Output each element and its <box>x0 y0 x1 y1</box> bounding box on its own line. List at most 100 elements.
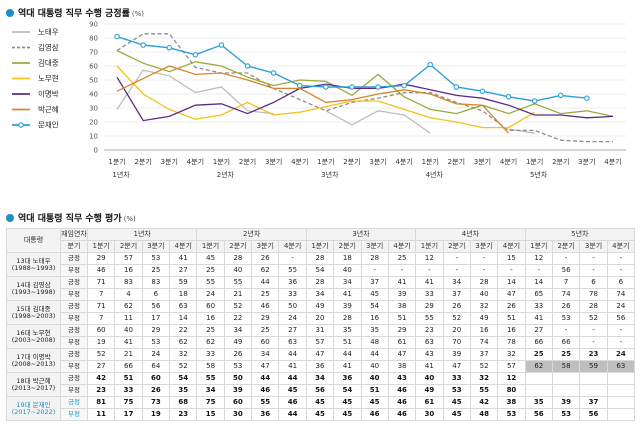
value-cell: 33 <box>442 372 471 385</box>
value-cell: 45 <box>196 252 225 265</box>
value-cell: 24 <box>278 312 307 325</box>
value-cell: 46 <box>387 384 417 397</box>
head-quarter-cell: 4분기 <box>606 240 636 253</box>
value-cell: 62 <box>196 336 225 349</box>
value-cell: 37 <box>360 276 389 289</box>
table-row: 부정 46 16 25 27 25 40 62 55 54 40- - - - - - -56- - <box>7 264 636 277</box>
value-cell: 75 <box>114 396 143 409</box>
value-cell: 53 <box>551 312 581 325</box>
value-cell: 78 <box>497 336 526 349</box>
value-cell: 21 <box>114 348 143 361</box>
x-tick-label: 3분기 <box>265 157 282 166</box>
value-cell: - <box>278 252 307 265</box>
bullet-icon <box>6 9 14 17</box>
value-cell: 54 <box>169 372 198 385</box>
value-cell: 40 <box>360 360 389 373</box>
value-cell: 45 <box>333 408 362 421</box>
value-cell: 53 <box>497 408 526 421</box>
metric-positive: 긍정 <box>60 252 88 265</box>
value-cell: 32 <box>469 372 499 385</box>
value-cell: 42 <box>469 396 499 409</box>
value-cell: 39 <box>333 300 362 313</box>
president-name-cell: 14대 김영삼 (1993~1998) <box>6 276 61 301</box>
legend-label: 노태우 <box>38 28 59 37</box>
value-cell: 33 <box>196 348 225 361</box>
president-name-cell: 15대 김대중 (1998~2003) <box>6 300 61 325</box>
value-cell: 54 <box>305 264 335 277</box>
value-cell: 48 <box>360 336 389 349</box>
value-cell: 40 <box>333 264 362 277</box>
year-label: 2년차 <box>217 170 235 179</box>
value-cell <box>606 372 636 385</box>
value-cell: 40 <box>114 324 143 337</box>
value-cell: 28 <box>305 252 335 265</box>
value-cell: 50 <box>278 300 307 313</box>
head-quarter-cell: 2분기 <box>442 240 471 253</box>
table-row: 19대 문재인 (2017~2022) 긍정 81 75 73 68 75 60 55 46 45 45… <box>6 396 636 421</box>
value-cell: 27 <box>524 324 553 337</box>
value-cell: 51 <box>333 336 362 349</box>
data-point <box>323 84 329 90</box>
value-cell: 52 <box>469 360 499 373</box>
chart-section-title: 역대 대통령 직무 수행 긍정률 (%) <box>6 6 144 19</box>
value-cell: 17 <box>141 312 171 325</box>
x-tick-label: 3분기 <box>161 157 178 166</box>
value-cell: 40 <box>415 372 444 385</box>
head-quarter-cell: 3분기 <box>469 240 499 253</box>
value-cell: 78 <box>579 288 608 301</box>
head-quarter: 분기 <box>60 240 88 253</box>
value-cell: 37 <box>579 396 608 409</box>
table-row: 부정 23 33 26 35 34 39 46 45 56 54 51 46 49 53 55 80 <box>7 384 636 397</box>
head-president: 대통령 <box>6 228 61 253</box>
value-cell: - <box>415 264 444 277</box>
value-cell: 17 <box>114 408 143 421</box>
president-name: 13대 노태우 <box>16 256 51 265</box>
series-line-4 <box>116 65 536 129</box>
value-cell: 6 <box>579 276 608 289</box>
legend-label: 문재인 <box>38 120 59 130</box>
data-point <box>244 63 251 69</box>
metric-negative: 부정 <box>60 312 88 325</box>
table-row: 18대 박근혜 (2013~2017) 긍정 42 51 60 54 55 50 44 44 34 36… <box>6 372 636 397</box>
value-cell: 60 <box>86 324 116 337</box>
president-name: 14대 김영삼 <box>16 280 51 289</box>
value-cell: 58 <box>196 360 225 373</box>
head-quarter-cell: 1분기 <box>196 240 225 253</box>
value-cell: 40 <box>223 264 253 277</box>
president-term: (1998~2003) <box>11 311 56 320</box>
data-point <box>218 42 225 48</box>
president-term: (1988~1993) <box>11 263 56 272</box>
value-cell: - <box>579 324 608 337</box>
value-cell: 52 <box>223 300 253 313</box>
value-cell: 56 <box>551 264 581 277</box>
value-cell: - <box>579 264 608 277</box>
value-cell: - <box>606 264 636 277</box>
value-cell <box>524 384 553 397</box>
head-year: 1년차 <box>86 228 198 241</box>
value-cell: - <box>442 252 471 265</box>
metric-positive: 긍정 <box>60 396 88 409</box>
value-cell <box>551 372 581 385</box>
value-cell: 59 <box>579 360 608 373</box>
value-cell <box>606 396 636 409</box>
head-quarter-cell: 3분기 <box>141 240 171 253</box>
value-cell: 33 <box>114 384 143 397</box>
value-cell: 28 <box>469 276 499 289</box>
data-point <box>166 45 173 51</box>
metric-positive: 긍정 <box>60 372 88 385</box>
legend-label: 박근혜 <box>38 104 59 114</box>
table-row: 부정 27 66 64 52 58 53 47 41 36 41 40 38 41 47 52 57 62 58 59… <box>7 360 636 373</box>
x-tick-label: 1분기 <box>422 157 439 166</box>
data-point <box>584 95 590 101</box>
value-cell: 33 <box>524 300 553 313</box>
table-row: 15대 김대중 (1998~2003) 긍정 71 62 56 63 60 52 46 50 49 39… <box>6 300 636 325</box>
president-name-cell: 16대 노무현 (2003~2008) <box>6 324 61 349</box>
value-cell: 48 <box>469 408 499 421</box>
approval-line-chart: 0 10 20 30 40 50 60 70 80 90 1분기 2분기 3분기 4분기 1분기 2분기 3분기… <box>12 21 626 179</box>
value-cell: 11 <box>114 312 143 325</box>
value-cell: 21 <box>223 288 253 301</box>
value-cell: 36 <box>305 360 335 373</box>
value-cell: 27 <box>169 264 198 277</box>
value-cell: 30 <box>223 408 253 421</box>
y-tick-label: 30 <box>89 105 98 113</box>
